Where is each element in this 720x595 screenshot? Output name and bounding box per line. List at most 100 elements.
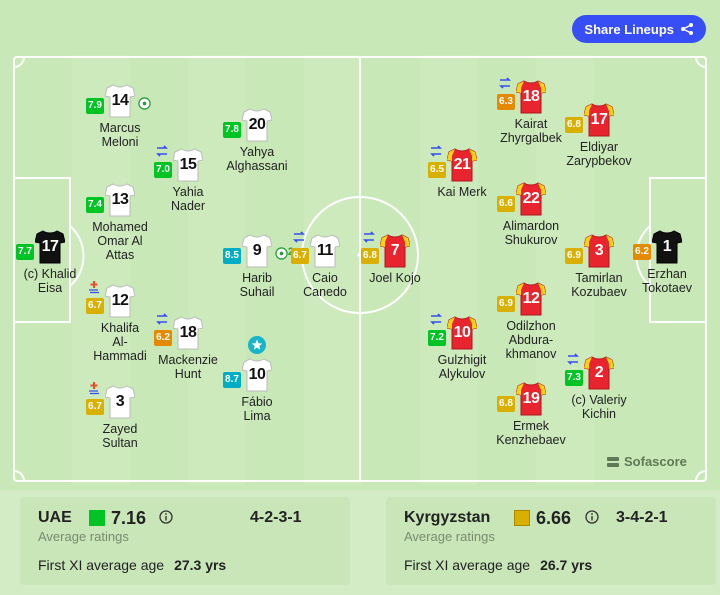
jersey: 20 7.8 (223, 108, 272, 142)
jersey: 22 6.6 (497, 182, 546, 216)
substitution-icon (499, 77, 511, 89)
away-avg-ratings-label: Average ratings (404, 529, 495, 544)
player-home[interactable]: 20 7.8 Yahya Alghassani (202, 108, 312, 173)
player-home[interactable]: 10 8.7 Fábio Lima (202, 336, 312, 423)
player-name: Joel Kojo (369, 271, 421, 285)
substitution-icon (430, 313, 442, 325)
player-home[interactable]: 17 7.7 (c) Khalid Eisa (0, 230, 105, 295)
jersey: 14 7.9 (86, 84, 151, 118)
player-rating-badge: 6.5 (428, 162, 446, 178)
jersey: 98.52 (223, 234, 294, 268)
player-home[interactable]: 13 7.4 Mohamed Omar Al Attas (65, 183, 175, 262)
away-age-row: First XI average age 26.7 yrs (404, 557, 592, 573)
player-name: Zayed Sultan (102, 422, 138, 450)
player-rating-badge: 7.0 (154, 162, 172, 178)
player-home[interactable]: 14 7.9 Marcus Meloni (65, 84, 175, 149)
jersey-number: 18 (522, 88, 540, 105)
player-name: Khalifa Al- Hammadi (93, 321, 147, 363)
player-rating-badge: 6.6 (497, 196, 515, 212)
player-away[interactable]: 2 7.3 (c) Valeriy Kichin (544, 353, 654, 421)
info-icon[interactable] (159, 510, 173, 524)
home-avg-ratings-label: Average ratings (38, 529, 129, 544)
player-name: Yahia Nader (170, 185, 206, 213)
jersey: 3 6.7 (86, 382, 135, 419)
player-name: Mackenzie Hunt (158, 353, 218, 381)
jersey-number: 15 (179, 156, 197, 173)
player-name: Eldiyar Zarypbekov (566, 140, 632, 168)
player-rating-badge: 6.7 (291, 248, 309, 264)
player-away[interactable]: 7 6.8 Joel Kojo (340, 231, 450, 285)
player-home[interactable]: 18 6.2 Mackenzie Hunt (133, 313, 243, 381)
player-away[interactable]: 12 6.9 Odilzhon Abdura-khmanov (476, 282, 586, 361)
player-away[interactable]: 10 7.2 Gulzhigit Alykulov (407, 313, 517, 381)
player-name: Yahya Alghassani (226, 145, 288, 173)
goal-ball-icon (275, 247, 288, 260)
player-name: Marcus Meloni (99, 121, 141, 149)
player-away[interactable]: 18 6.3 Kairat Zhyrgalbek (476, 77, 586, 145)
player-name: Kai Merk (437, 185, 487, 199)
away-team-rating: 6.66 (536, 508, 572, 528)
sofascore-logo: Sofascore (606, 454, 687, 469)
share-lineups-button[interactable]: Share Lineups (572, 15, 706, 43)
substitution-icon (156, 313, 168, 325)
player-name: Fábio Lima (241, 395, 273, 423)
player-rating-badge: 6.3 (497, 94, 515, 110)
jersey: 18 6.3 (497, 77, 546, 114)
jersey-number: 11 (317, 242, 333, 259)
player-home[interactable]: 11 6.7 Caio Canedo (270, 231, 380, 299)
player-away[interactable]: 19 6.8 Ermek Kenzhebaev (476, 382, 586, 447)
player-away[interactable]: 22 6.6 Alimardon Shukurov (476, 182, 586, 247)
jersey: 17 6.8 (565, 103, 614, 137)
away-formation: 3-4-2-1 (616, 509, 668, 526)
jersey: 18 6.2 (154, 313, 203, 350)
jersey-number: 12 (111, 292, 129, 309)
injury-icon (89, 382, 99, 395)
player-rating-badge: 7.7 (16, 244, 34, 260)
home-team-name: UAE (38, 509, 72, 526)
player-away[interactable]: 3 6.9 Tamirlan Kozubaev (544, 234, 654, 299)
player-rating-badge: 8.7 (223, 372, 241, 388)
player-rating-badge: 6.2 (154, 330, 172, 346)
info-icon[interactable] (585, 510, 599, 524)
player-home[interactable]: 12 6.7 Khalifa Al- Hammadi (65, 281, 175, 363)
jersey-number: 3 (594, 242, 604, 259)
pitch-stripe (304, 55, 362, 485)
jersey: 12 6.7 (86, 281, 135, 318)
player-name: Caio Canedo (303, 271, 347, 299)
home-summary-card: UAE 7.16 4-2-3-1 Average ratings First X… (20, 497, 350, 585)
jersey: 2 7.3 (565, 353, 614, 390)
home-age-label: First XI average age (38, 557, 165, 573)
jersey: 21 6.5 (428, 145, 477, 182)
player-away[interactable]: 17 6.8 Eldiyar Zarypbekov (544, 103, 654, 168)
player-home[interactable]: 15 7.0 Yahia Nader (133, 145, 243, 213)
player-rating-badge: 7.9 (86, 98, 104, 114)
player-away[interactable]: 21 6.5 Kai Merk (407, 145, 517, 199)
player-rating-badge: 6.7 (86, 399, 104, 415)
player-rating-badge: 6.2 (633, 244, 651, 260)
player-home[interactable]: 98.52HaribSuhail (202, 234, 312, 299)
home-formation: 4-2-3-1 (250, 509, 302, 526)
player-name: Erzhan Tokotaev (641, 267, 693, 295)
jersey-number: 7 (390, 242, 400, 259)
jersey: 17 7.7 (16, 230, 65, 264)
player-rating-badge: 7.2 (428, 330, 446, 346)
player-name: Tamirlan Kozubaev (571, 271, 627, 299)
jersey-number: 10 (453, 324, 471, 341)
player-home[interactable]: 3 6.7 Zayed Sultan (65, 382, 175, 450)
player-rating-badge: 6.8 (361, 248, 379, 264)
jersey-number: 17 (41, 238, 59, 255)
jersey-number: 19 (522, 390, 540, 407)
player-name: Alimardon Shukurov (502, 219, 560, 247)
jersey-number: 12 (522, 290, 540, 307)
player-rating-badge: 6.9 (565, 248, 583, 264)
substitution-icon (567, 353, 579, 365)
away-summary-card: Kyrgyzstan 6.66 3-4-2-1 Average ratings … (386, 497, 716, 585)
home-team-rating: 7.16 (111, 508, 147, 528)
jersey-number: 9 (252, 242, 262, 259)
share-icon (681, 23, 693, 35)
substitution-icon (430, 145, 442, 157)
jersey: 3 6.9 (565, 234, 614, 268)
player-rating-badge: 6.8 (497, 396, 515, 412)
player-away[interactable]: 1 6.2 Erzhan Tokotaev (612, 230, 720, 295)
pitch-stripe (420, 55, 478, 485)
